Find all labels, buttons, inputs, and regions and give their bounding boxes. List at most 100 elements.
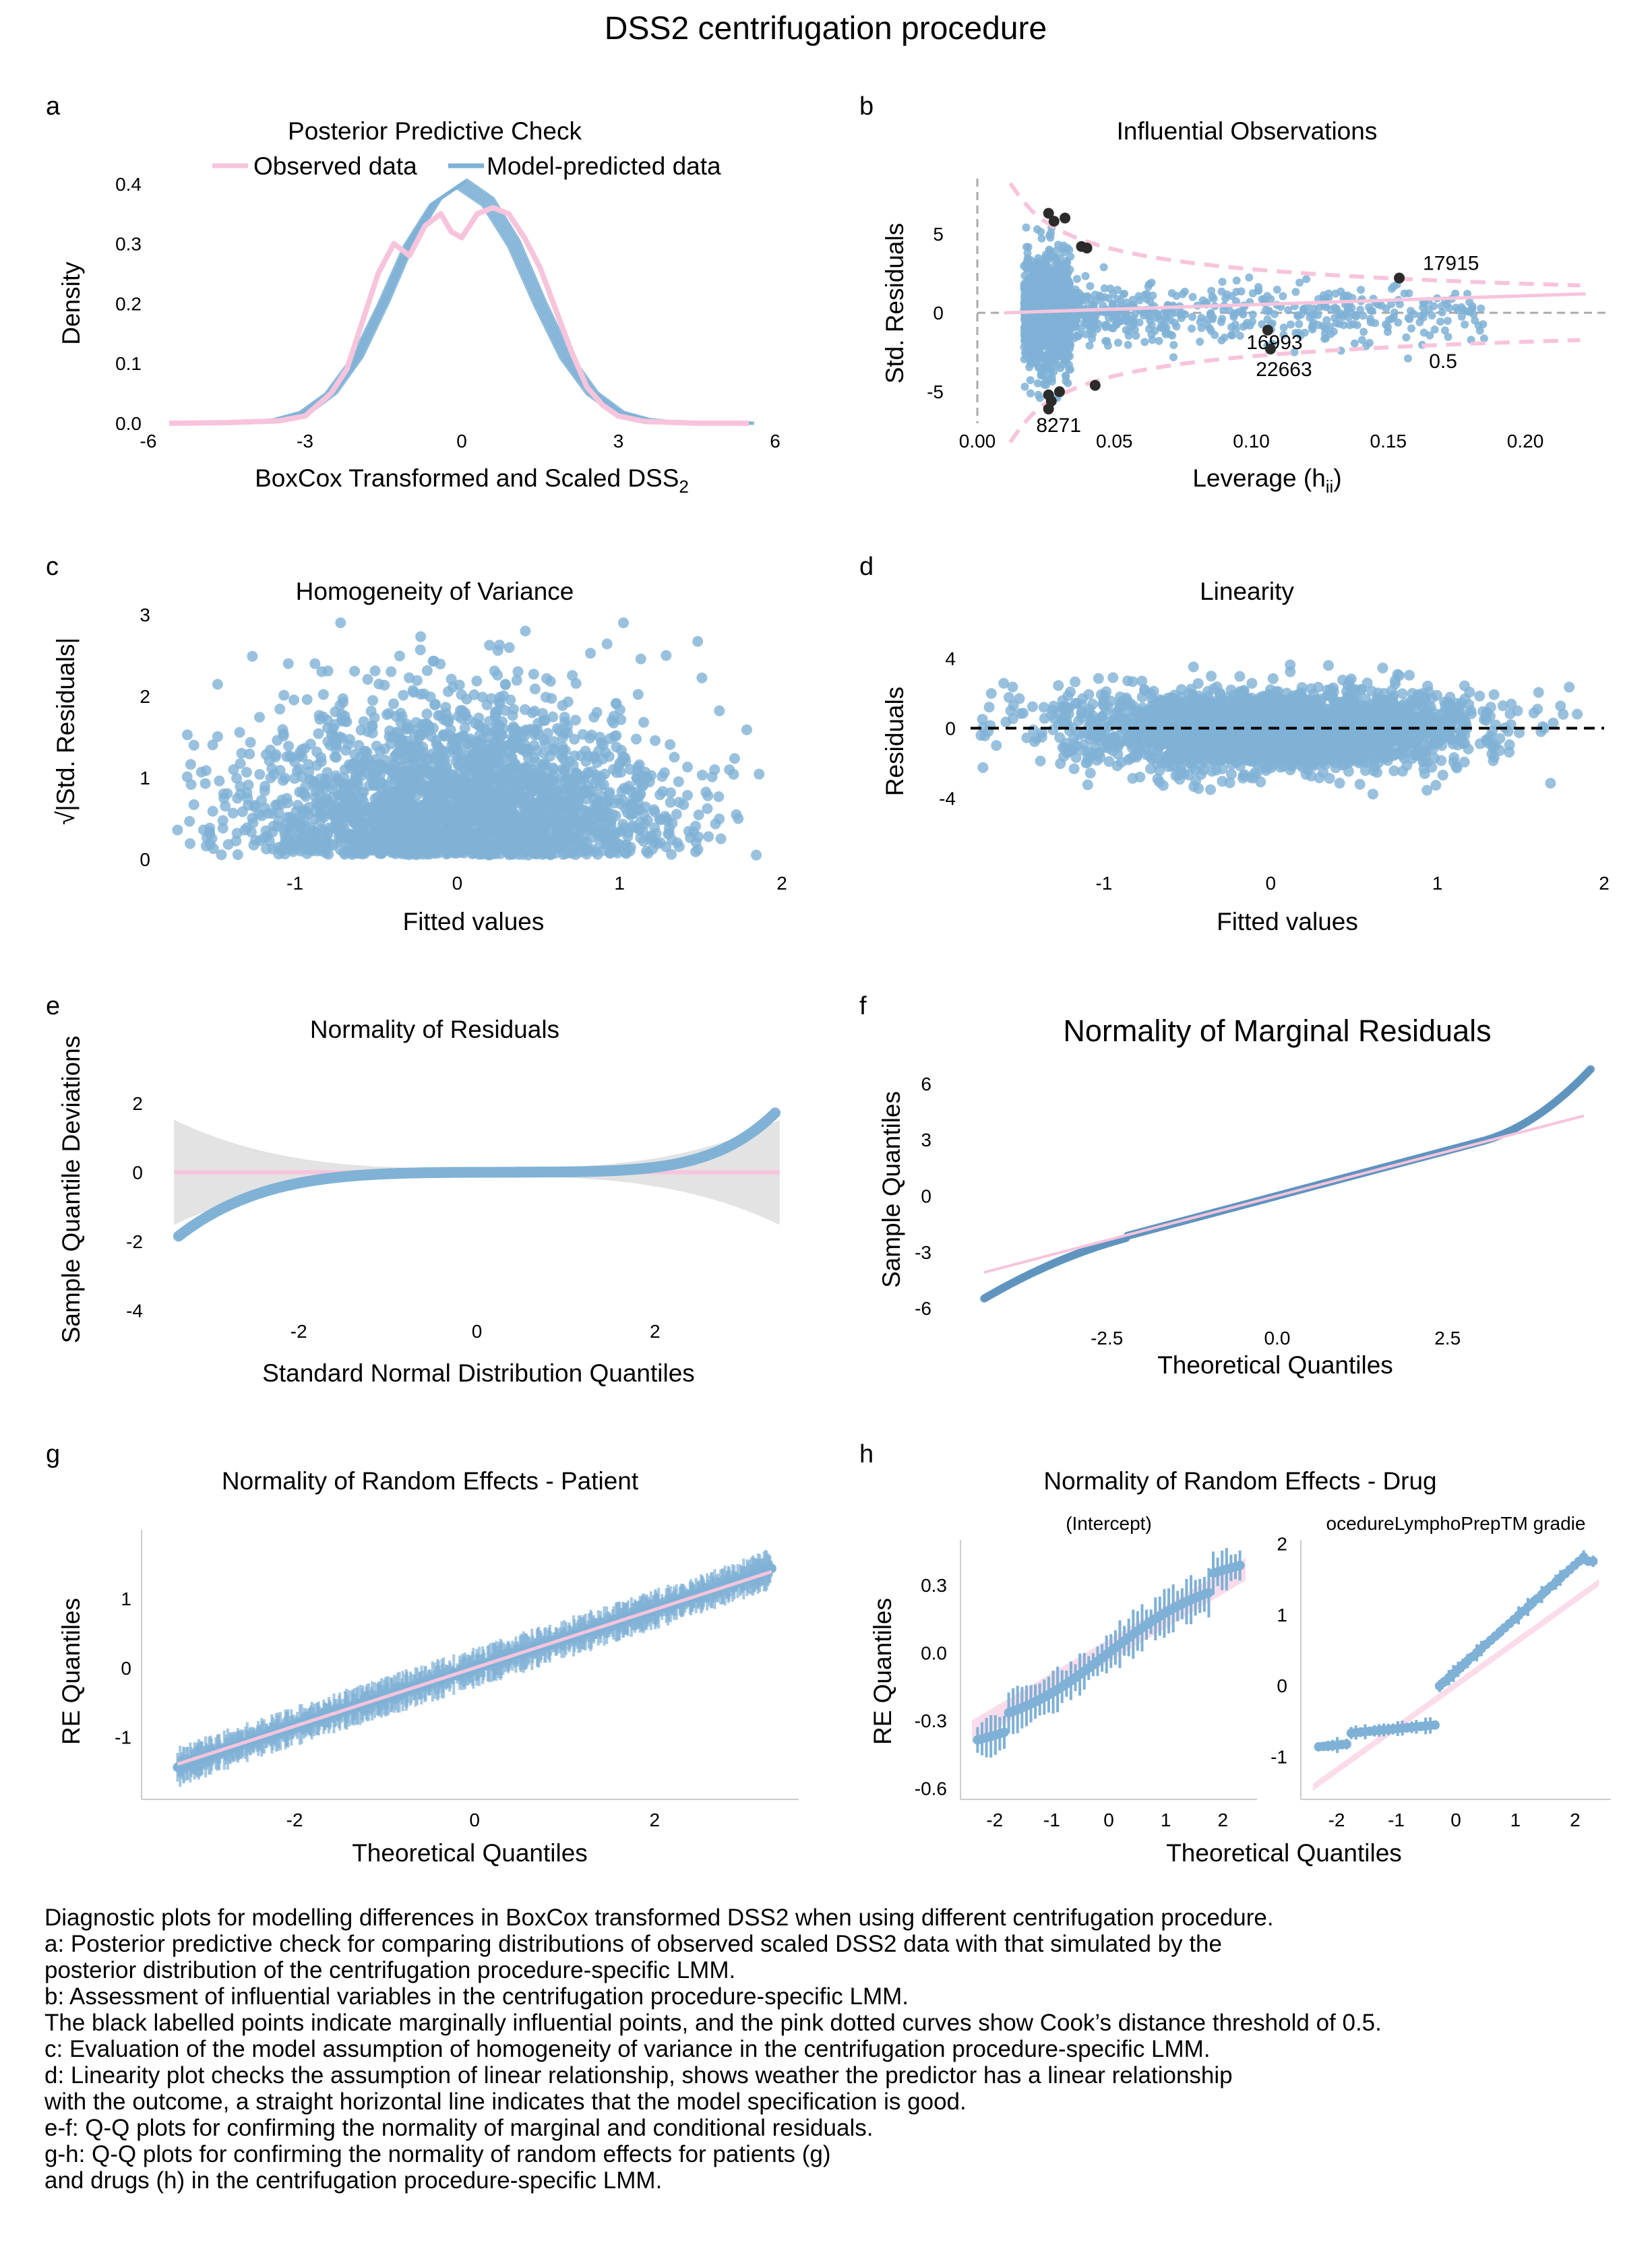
data-point (455, 755, 466, 767)
data-point (214, 775, 225, 786)
data-point (1415, 318, 1424, 327)
data-point (696, 672, 708, 683)
data-point (313, 710, 325, 721)
data-point (1169, 340, 1178, 349)
data-point (483, 751, 495, 763)
data-point (1344, 305, 1353, 314)
y-tick-label: 0 (933, 303, 944, 323)
data-point (272, 735, 283, 746)
data-point (539, 714, 551, 726)
data-point (339, 764, 350, 775)
data-point (274, 704, 286, 715)
data-point (1428, 311, 1436, 320)
data-point (598, 779, 609, 791)
x-axis-label: Leverage (hii) (1192, 464, 1341, 497)
data-point (649, 806, 661, 817)
point-label: 22663 (1256, 359, 1312, 381)
data-point (335, 617, 346, 629)
data-point (384, 708, 395, 719)
panel-d-title: Linearity (1200, 578, 1294, 605)
panel-a-title: Posterior Predictive Check (288, 117, 582, 145)
data-point (491, 736, 503, 747)
data-point (1072, 299, 1081, 307)
data-point (1457, 312, 1466, 321)
series-line-model-predicted (171, 184, 746, 425)
data-point (491, 773, 502, 784)
data-point (1533, 687, 1544, 698)
data-point (181, 771, 193, 782)
data-point (450, 740, 461, 751)
data-point (564, 835, 576, 846)
data-point (503, 642, 515, 653)
data-point (1322, 303, 1330, 311)
data-point (216, 849, 227, 861)
data-point (326, 729, 338, 741)
data-point (362, 674, 373, 685)
data-point (1345, 321, 1354, 330)
data-point (462, 738, 473, 749)
data-point (692, 636, 704, 647)
data-point (1058, 317, 1067, 326)
data-point (351, 774, 363, 785)
data-point (315, 809, 327, 820)
data-point (492, 669, 503, 681)
data-point (1248, 310, 1257, 319)
data-point (1444, 332, 1452, 341)
data-point (489, 826, 500, 838)
data-point (537, 760, 549, 771)
data-point (562, 696, 574, 708)
data-point (615, 799, 627, 810)
data-point (591, 707, 603, 718)
data-point (1061, 265, 1070, 274)
data-point (259, 780, 271, 792)
data-point (671, 837, 683, 848)
data-point (392, 747, 403, 759)
data-point (483, 766, 494, 777)
data-point (273, 848, 284, 860)
y-tick-label: 0.2 (115, 293, 142, 314)
data-point (635, 653, 646, 664)
data-point (693, 809, 704, 821)
data-point (287, 817, 299, 828)
data-point (353, 836, 365, 848)
data-point (1339, 291, 1348, 300)
data-point (273, 807, 284, 818)
legend-label-observed: Observed data (253, 152, 417, 180)
influential-point (1048, 216, 1060, 227)
y-axis-label: √|Std. Residuals| (52, 638, 80, 825)
data-point (1054, 286, 1063, 295)
data-point (1352, 312, 1361, 321)
data-point (1147, 278, 1156, 287)
data-point (1403, 354, 1412, 363)
data-point (241, 787, 253, 799)
data-point (1026, 376, 1035, 385)
data-point (751, 849, 762, 861)
data-point (448, 681, 459, 693)
data-point (1177, 313, 1186, 322)
data-point (218, 793, 230, 804)
data-point (1022, 325, 1031, 334)
data-point (212, 679, 223, 690)
data-point (461, 693, 472, 705)
data-point (343, 828, 355, 840)
data-point (333, 831, 344, 842)
data-point (1082, 296, 1091, 305)
data-point (1231, 320, 1240, 329)
data-point (1020, 342, 1029, 351)
data-point (1064, 379, 1072, 388)
data-point (182, 729, 193, 741)
data-point (1062, 256, 1071, 265)
data-point (1089, 300, 1098, 309)
series-line-model-predicted (177, 180, 752, 425)
data-point (714, 813, 725, 825)
data-point (696, 770, 708, 781)
data-point (1419, 328, 1428, 337)
data-point (474, 803, 485, 815)
data-point (447, 826, 458, 838)
data-point (1051, 313, 1060, 321)
data-point (185, 838, 196, 849)
data-point (1197, 323, 1206, 332)
panel-label-e: e (46, 992, 60, 1020)
x-axis-label: BoxCox Transformed and Scaled DSS2 (255, 464, 689, 497)
data-point (417, 741, 429, 753)
